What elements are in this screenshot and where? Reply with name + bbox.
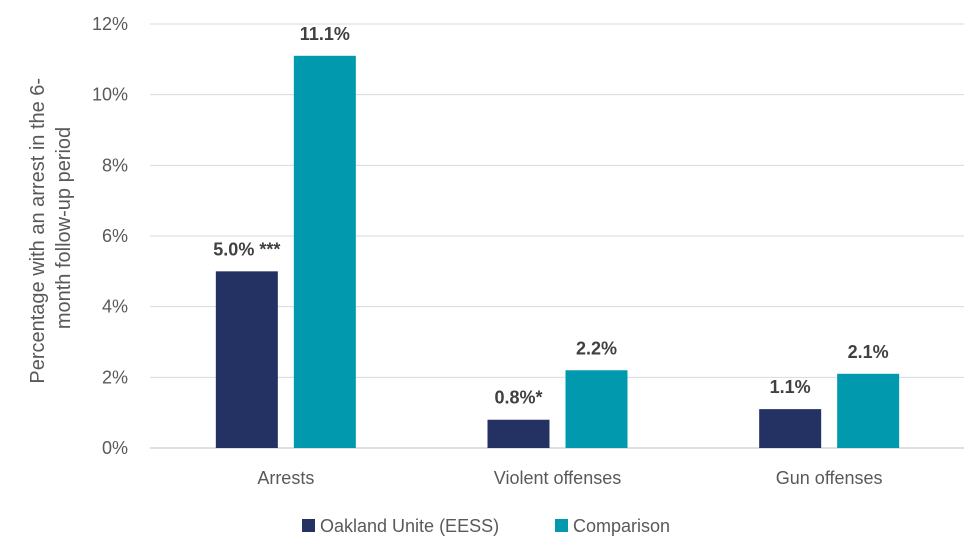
- y-tick-label: 8%: [102, 155, 128, 175]
- bar-oakland-unite: [759, 409, 822, 448]
- x-category-label: Gun offenses: [776, 468, 883, 488]
- bar-oakland-unite: [215, 271, 278, 448]
- bars: [215, 55, 900, 449]
- y-axis-label-line-2: month follow-up period: [53, 127, 75, 329]
- data-label: 0.8%*: [494, 388, 542, 408]
- legend: Oakland Unite (EESS) Comparison: [302, 516, 670, 536]
- y-tick-label: 0%: [102, 438, 128, 458]
- y-tick-label: 10%: [92, 85, 128, 105]
- legend-swatch-oakland-unite: [302, 519, 315, 532]
- data-label: 1.1%: [770, 377, 811, 397]
- x-axis-categories: Arrests Violent offenses Gun offenses: [257, 468, 882, 488]
- data-label: 5.0% ***: [213, 239, 280, 259]
- legend-label-comparison: Comparison: [573, 516, 670, 536]
- data-label: 2.2%: [576, 338, 617, 358]
- legend-swatch-comparison: [555, 519, 568, 532]
- y-tick-label: 4%: [102, 297, 128, 317]
- data-labels: 5.0% *** 11.1% 0.8%* 2.2% 1.1% 2.1%: [213, 24, 888, 408]
- gridlines: [150, 23, 964, 449]
- bar-comparison: [837, 373, 900, 448]
- x-category-label: Violent offenses: [494, 468, 621, 488]
- y-axis-ticks: 0% 2% 4% 6% 8% 10% 12%: [92, 14, 128, 458]
- data-label: 11.1%: [300, 24, 350, 44]
- data-label: 2.1%: [848, 342, 889, 362]
- x-category-label: Arrests: [257, 468, 314, 488]
- y-tick-label: 2%: [102, 367, 128, 387]
- y-axis-label: Percentage with an arrest in the 6- mont…: [27, 72, 75, 383]
- bar-comparison: [565, 370, 628, 448]
- y-axis-label-line-1: Percentage with an arrest in the 6-: [27, 78, 49, 384]
- bar-comparison: [293, 55, 356, 449]
- y-tick-label: 6%: [102, 226, 128, 246]
- bar-oakland-unite: [487, 419, 550, 448]
- y-tick-label: 12%: [92, 14, 128, 34]
- legend-label-oakland-unite: Oakland Unite (EESS): [320, 516, 499, 536]
